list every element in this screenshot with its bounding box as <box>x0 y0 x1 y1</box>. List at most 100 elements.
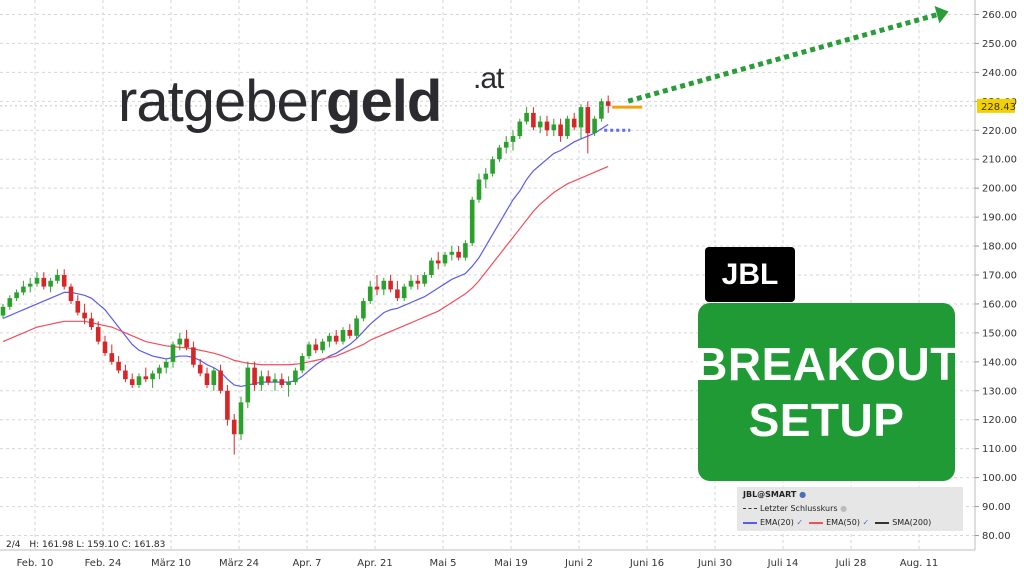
ohlc-close: C: 161.83 <box>121 540 166 550</box>
x-tick-label: Juli 14 <box>767 558 799 569</box>
legend-indicators: EMA(20) ✓ EMA(50) ✓ SMA(200) <box>743 518 931 527</box>
candle-body <box>150 373 155 380</box>
dot-icon: ● <box>840 504 848 513</box>
last-price-tag: 228.43 <box>0 98 1016 113</box>
price-axis[interactable]: 80.00 90.00 100.00 110.00 120.00 130.00 140.00… <box>975 10 1017 542</box>
candle-body <box>327 335 332 342</box>
candle-body <box>123 370 128 380</box>
y-tick-label: 100.00 <box>982 473 1017 484</box>
x-tick-label: März 10 <box>151 558 191 569</box>
chart-legend[interactable]: JBL@SMART ● Letzter Schlusskurs ● EMA(20… <box>737 487 963 531</box>
candle-body <box>503 141 509 148</box>
legend-symbol: JBL@SMART ● <box>743 490 806 499</box>
x-tick-label: Feb. 24 <box>85 558 122 569</box>
candle-body <box>204 373 210 385</box>
candle-body <box>157 367 162 374</box>
y-tick-label: 220.00 <box>982 126 1017 137</box>
candle-body <box>367 286 373 302</box>
grid-lines <box>0 0 975 550</box>
candle-body <box>129 379 135 385</box>
candle-body <box>225 390 230 420</box>
ticker-badge: JBL <box>705 247 795 302</box>
x-tick-label: Mai 5 <box>429 558 456 569</box>
candle-body <box>320 341 325 351</box>
candlesticks <box>0 95 611 455</box>
candle-body <box>463 243 468 258</box>
candle-body <box>238 402 244 435</box>
logo-regular-text: ratgeber <box>118 69 327 134</box>
y-tick-label: 90.00 <box>982 502 1011 513</box>
candle-body <box>293 370 298 383</box>
x-tick-label: Feb. 10 <box>17 558 54 569</box>
candle-body <box>170 344 176 362</box>
y-tick-label: 120.00 <box>982 415 1017 426</box>
candle-body <box>279 379 285 385</box>
ticker-label: JBL <box>721 257 779 291</box>
globe-icon: ● <box>799 490 807 499</box>
breakout-setup-banner: BREAKOUT SETUP <box>694 303 958 481</box>
candle-body <box>34 277 40 284</box>
y-tick-label: 200.00 <box>982 184 1017 195</box>
x-tick-label: Mai 19 <box>494 558 527 569</box>
candle-body <box>68 286 74 302</box>
y-tick-label: 210.00 <box>982 155 1017 166</box>
candle-body <box>340 330 346 342</box>
legend-last-close-label: Letzter Schlusskurs <box>760 504 838 513</box>
candle-body <box>143 376 149 380</box>
y-tick-label: 180.00 <box>982 242 1017 253</box>
legend-ema20[interactable]: EMA(20) ✓ <box>743 518 803 527</box>
check-icon: ✓ <box>796 518 804 527</box>
candle-body <box>27 283 33 287</box>
x-tick-label: Juni 2 <box>564 558 593 569</box>
logo-bold-text: geld <box>326 69 442 134</box>
legend-ema20-label: EMA(20) <box>760 518 794 527</box>
candle-body <box>585 107 591 134</box>
x-tick-label: Apr. 7 <box>292 558 321 569</box>
candle-body <box>483 173 489 180</box>
candle-body <box>558 124 563 137</box>
candle-body <box>449 251 455 255</box>
candle-body <box>571 118 577 128</box>
candle-body <box>21 286 26 293</box>
candle-body <box>490 159 495 174</box>
y-tick-label: 110.00 <box>982 444 1017 455</box>
candle-body <box>259 376 264 385</box>
candle-body <box>116 361 121 371</box>
candle-body <box>48 280 53 287</box>
candle-body <box>469 199 475 244</box>
legend-ema50[interactable]: EMA(50) ✓ <box>809 518 869 527</box>
candle-body <box>476 179 482 200</box>
candle-body <box>408 280 414 287</box>
candle-body <box>429 260 434 275</box>
sma200-swatch-icon <box>875 521 890 524</box>
candle-body <box>313 344 319 351</box>
y-tick-label: 240.00 <box>982 68 1017 79</box>
candle-body <box>184 338 189 348</box>
ema50-swatch-icon <box>809 521 824 524</box>
ohlc-low: L: 159.10 <box>76 540 119 550</box>
ema20-swatch-icon <box>743 521 757 524</box>
candle-body <box>347 330 353 336</box>
y-tick-label: 250.00 <box>982 39 1017 50</box>
candle-body <box>272 379 278 383</box>
headline-line-1: BREAKOUT <box>694 338 959 390</box>
candle-body <box>14 292 19 299</box>
y-tick-label: 130.00 <box>982 386 1017 397</box>
moving-average-lines <box>2 123 609 388</box>
candle-body <box>388 280 393 290</box>
x-tick-label: Juli 28 <box>835 558 867 569</box>
breakout-arrow-shaft <box>627 12 938 104</box>
x-tick-label: Juni 30 <box>697 558 732 569</box>
candle-body <box>565 118 570 137</box>
candle-body <box>55 275 60 281</box>
legend-sma200[interactable]: SMA(200) <box>875 518 931 527</box>
time-axis[interactable]: Feb. 10 Feb. 24 März 10 März 24 Apr. 7 Apr. 2… <box>17 558 939 569</box>
candle-body <box>374 286 380 290</box>
legend-symbol-label: JBL@SMART <box>743 490 797 499</box>
candle-body <box>299 356 305 371</box>
candle-body <box>245 367 251 403</box>
logo-tld-text: .at <box>473 62 504 95</box>
candle-body <box>102 341 108 354</box>
x-tick-label: Aug. 11 <box>900 558 939 569</box>
